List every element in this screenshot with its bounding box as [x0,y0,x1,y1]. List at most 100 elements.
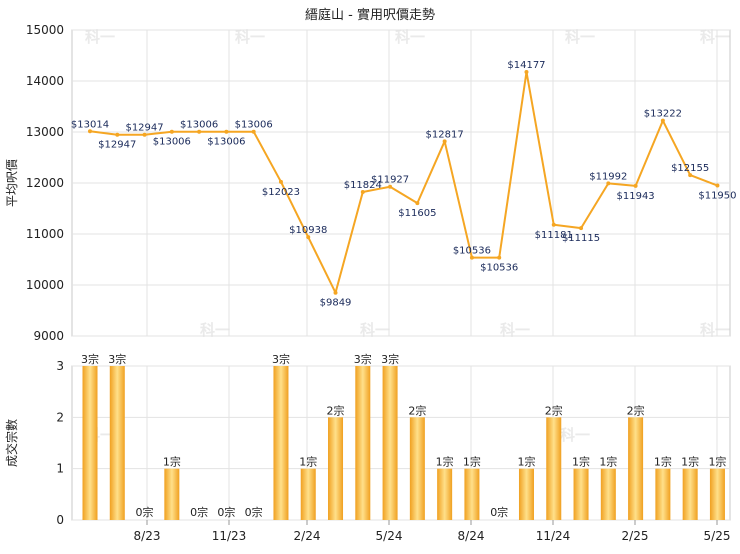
volume-bar [355,366,371,520]
price-y-tick-label: 9000 [33,329,64,343]
price-y-tick-label: 14000 [26,74,64,88]
watermark-glyph: 科一 [395,28,425,46]
volume-bar-label: 1宗 [299,455,317,469]
price-point-label: $11181 [535,230,573,241]
watermark-glyph: 科一 [200,321,230,339]
volume-bar [273,366,289,520]
price-y-tick-label: 12000 [26,176,64,190]
volume-bar-label: 3宗 [381,352,399,366]
watermark-glyph: 科一 [560,426,590,444]
price-axis-title: 平均呎價 [5,159,19,207]
price-point [415,201,420,206]
x-tick-label: 2/25 [622,529,649,543]
price-point-label: $13222 [644,109,682,120]
x-tick-label: 8/23 [134,529,161,543]
volume-bar [409,417,425,520]
price-point [251,129,256,134]
volume-plot-frame [71,365,731,521]
x-tick-label: 11/23 [212,529,247,543]
price-point-label: $13006 [153,137,191,148]
price-point [333,290,338,295]
price-y-tick-label: 15000 [26,23,64,37]
price-point [224,129,229,134]
volume-bar [682,468,698,520]
volume-bar-label: 1宗 [436,455,454,469]
volume-bar-label: 1宗 [654,455,672,469]
price-point [551,222,556,227]
volume-y-tick-label: 0 [56,513,64,527]
price-point [579,226,584,231]
volume-bar [82,366,98,520]
volume-bar-label: 0宗 [190,505,208,519]
price-point-label: $10536 [453,246,491,257]
price-point-label: $14177 [507,60,545,71]
volume-bar-label: 0宗 [217,505,235,519]
price-point [169,129,174,134]
volume-bar-label: 3宗 [81,352,99,366]
price-point [142,132,147,137]
price-point [115,132,120,137]
price-point-label: $12817 [426,129,464,140]
price-point [524,69,529,74]
price-point-label: $10938 [289,225,327,236]
watermark-glyph: 科一 [85,28,115,46]
price-line [89,70,718,294]
price-y-tick-label: 10000 [26,278,64,292]
price-point-label: $13006 [180,120,218,131]
price-point-label: $12155 [671,163,709,174]
volume-bar [328,417,344,520]
volume-bar-label: 1宗 [463,455,481,469]
volume-bar [600,468,616,520]
volume-bar [546,417,562,520]
volume-bar [464,468,480,520]
watermark-glyph: 科一 [700,28,730,46]
price-point [88,129,92,134]
price-point [715,183,720,188]
volume-bar-label: 0宗 [136,505,154,519]
price-point-label: $11115 [562,233,600,244]
volume-bar [628,417,644,520]
x-tick-label: 2/24 [294,529,321,543]
price-point-label: $11605 [398,208,436,219]
volume-bar-label: 0宗 [490,505,508,519]
price-point-label: $13006 [207,137,245,148]
volume-bar [573,468,589,520]
price-point-label: $12023 [262,187,300,198]
volume-bar-label: 3宗 [354,352,372,366]
volume-bar-label: 1宗 [681,455,699,469]
price-point [388,184,393,189]
price-point-label: $13006 [235,120,273,131]
volume-bar [709,468,725,520]
price-point-label: $11992 [589,171,627,182]
price-point [606,181,611,186]
price-point-label: $10536 [480,263,518,274]
volume-bar-label: 3宗 [108,352,126,366]
volume-bar-label: 2宗 [327,403,345,417]
price-point-label: $11943 [617,191,655,202]
price-point [197,129,202,134]
price-point [633,183,638,188]
volume-bar-label: 0宗 [245,505,263,519]
data-labels: 3宗 3宗 0宗 1宗 0宗 0宗 0宗 3宗 1宗 2宗 3宗 3宗 2宗 1宗 1宗 0宗 1宗 2宗 1宗 1宗… [71,60,737,519]
watermark-glyph: 科一 [565,28,595,46]
price-point [306,235,311,240]
axes: 9000 10000 11000 12000 13000 14000 15000 0 1 2 3 8/… [26,23,731,543]
volume-bar [437,468,453,520]
price-point [360,189,365,194]
price-y-tick-label: 11000 [26,227,64,241]
price-point-label: $12947 [125,123,163,134]
price-point-label: $9849 [320,298,352,309]
volume-bar-label: 2宗 [408,403,426,417]
volume-bar [109,366,125,520]
price-point-label: $11950 [698,191,736,202]
price-y-tick-label: 13000 [26,125,64,139]
volume-y-tick-label: 1 [56,462,64,476]
x-tick-label: 11/24 [536,529,571,543]
watermark-glyph: 科一 [235,28,265,46]
watermark-glyph: 科一 [360,321,390,339]
price-point [497,255,502,260]
volume-bar-label: 1宗 [517,455,535,469]
x-tick-label: 5/25 [704,529,731,543]
